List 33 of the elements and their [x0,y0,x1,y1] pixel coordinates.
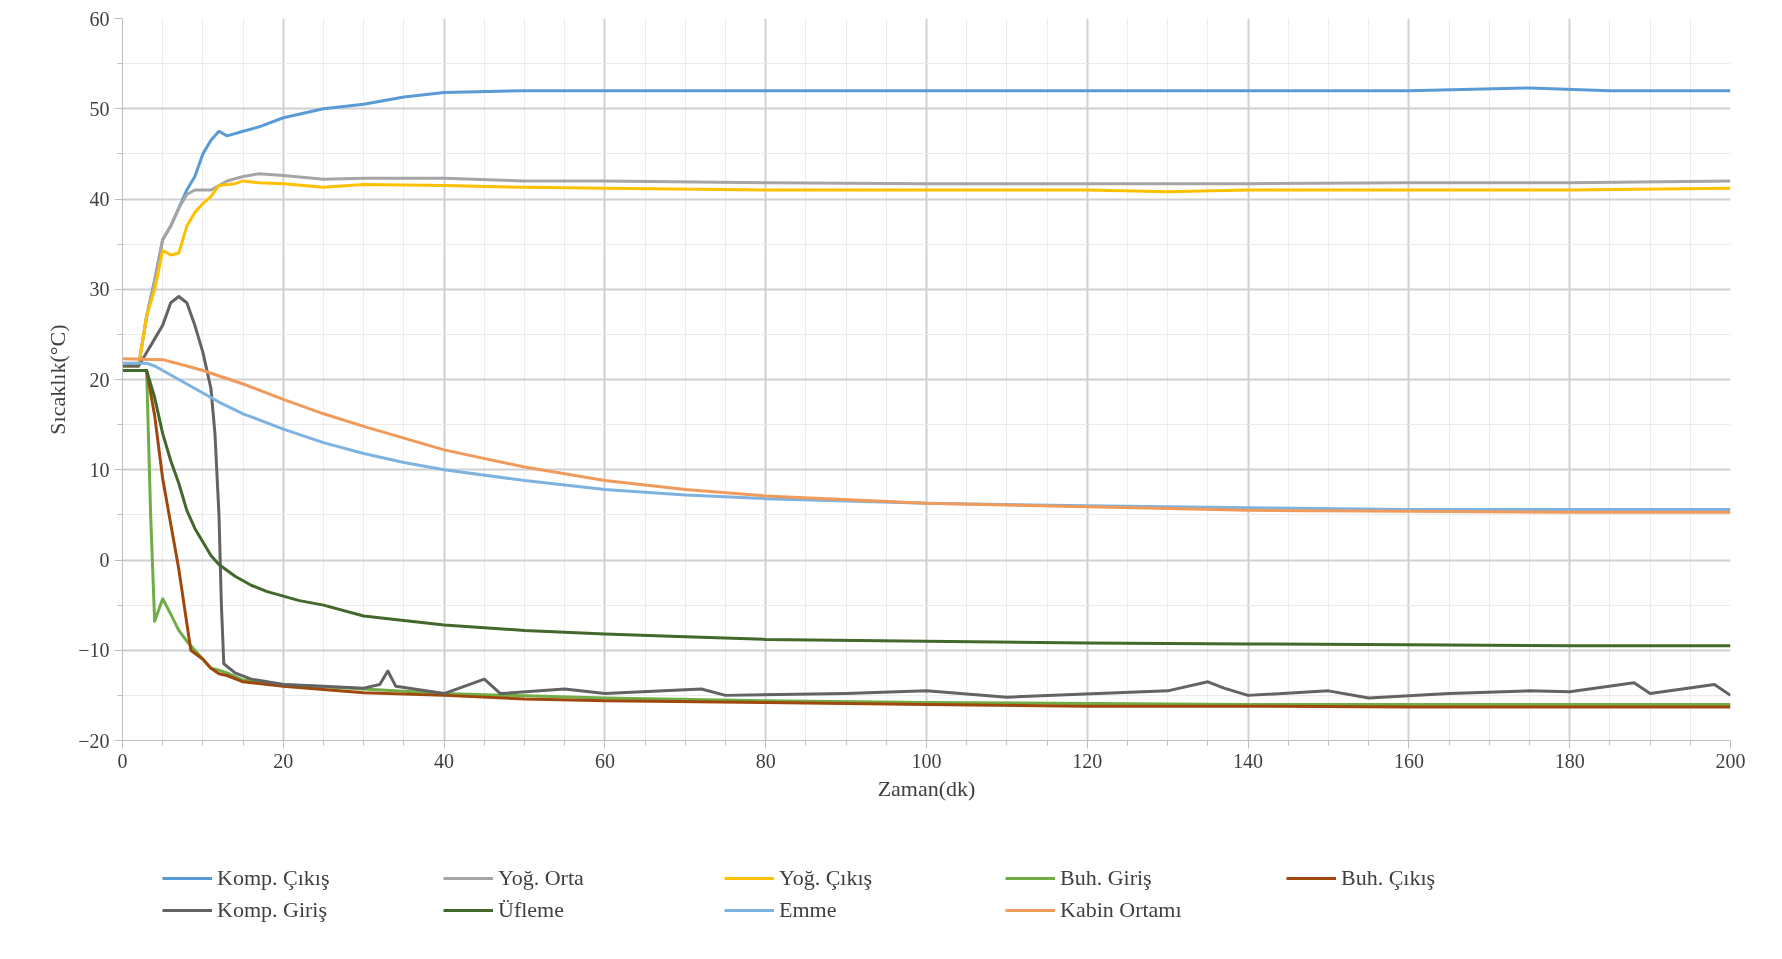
legend-label: Komp. Giriş [217,897,328,923]
y-tick-label: 0 [99,549,110,571]
x-axis-title: Zaman(dk) [877,775,976,801]
y-tick-label: 20 [89,368,110,391]
y-tick-label: 60 [89,7,110,30]
legend-label: Yoğ. Orta [498,865,585,891]
legend-label: Komp. Çıkış [217,865,331,891]
x-tick-label: 40 [434,749,455,772]
legend-label: Üfleme [498,897,565,923]
x-tick-label: 0 [117,749,128,772]
legend-label: Kabin Ortamı [1060,897,1183,923]
y-tick-label: 50 [89,97,110,120]
y-tick-label: 30 [89,278,110,301]
x-tick-label: 80 [755,749,776,772]
y-tick-label: 10 [89,458,110,481]
x-tick-label: 100 [911,749,942,772]
x-tick-label: 60 [594,749,615,772]
y-tick-label: −10 [78,639,110,662]
legend-label: Buh. Çıkış [1341,865,1437,891]
x-tick-label: 120 [1072,749,1103,772]
y-axis-title: Sıcaklık(°C) [45,324,71,435]
x-tick-label: 200 [1715,749,1746,772]
y-tick-label: −20 [78,729,110,752]
x-tick-label: 140 [1233,749,1264,772]
legend-label: Emme [779,897,838,923]
x-tick-label: 180 [1554,749,1585,772]
legend-label: Buh. Giriş [1060,865,1153,891]
line-series [122,368,1731,648]
line-series [122,294,1731,700]
x-tick-label: 20 [273,749,294,772]
legend-label: Yoğ. Çıkış [779,865,874,891]
x-tick-label: 160 [1393,749,1424,772]
y-tick-label: 40 [89,188,110,210]
